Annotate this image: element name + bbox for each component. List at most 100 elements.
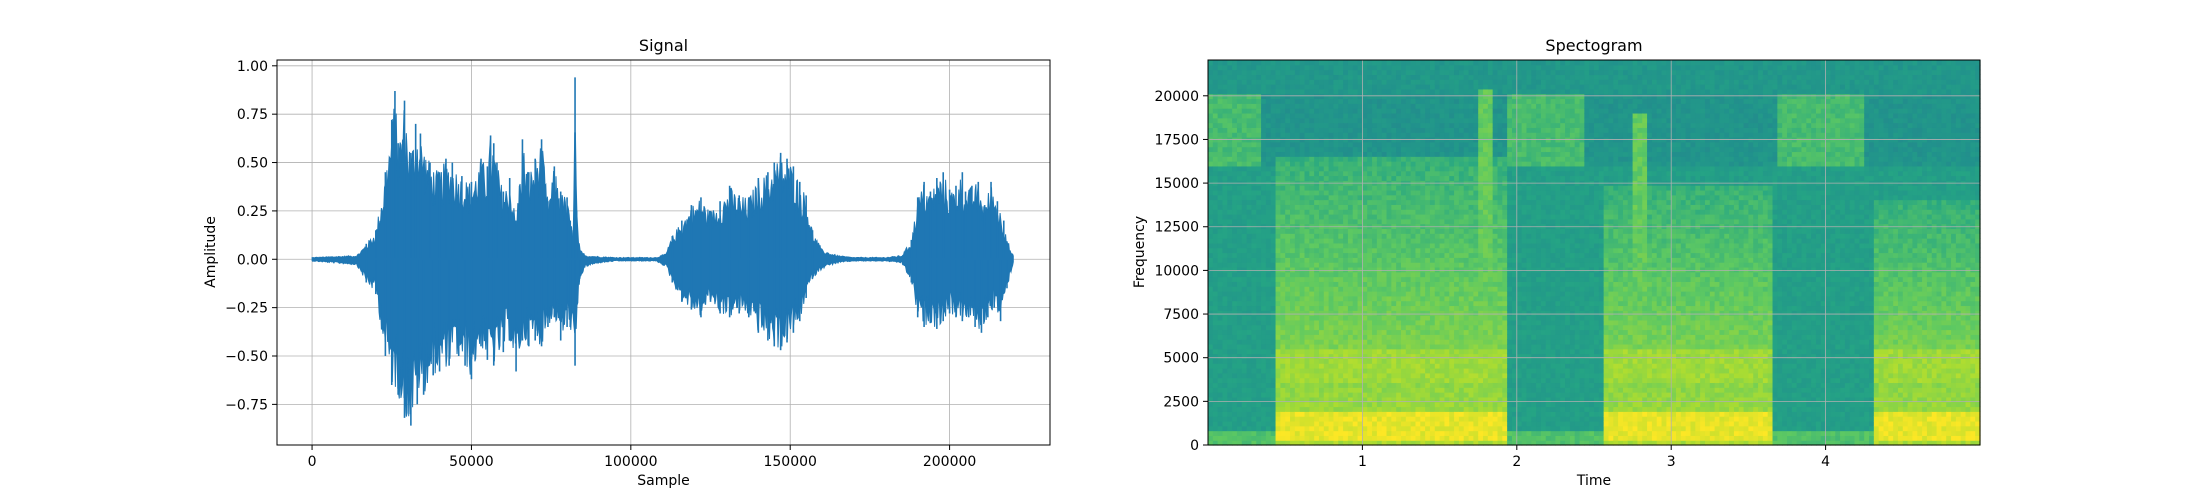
spectrogram-cell [1328,204,1335,210]
spectrogram-cell [1362,170,1368,177]
spectrogram-cell [1275,69,1281,76]
spectrogram-cell [1386,372,1392,379]
spectrogram-cell [1381,238,1388,244]
spectrogram-cell [1401,368,1407,374]
spectrogram-cell [1285,305,1291,311]
spectrogram-cell [1391,112,1397,119]
spectrogram-cell [1401,146,1407,153]
spectrogram-cell [1347,228,1354,234]
spectrogram-cell [1323,170,1330,177]
spectrogram-cell [1333,93,1339,100]
spectrogram-cell [1396,93,1402,100]
spectrogram-cell [1473,382,1479,388]
spectrogram-cell [1338,242,1344,249]
spectrogram-cell [1280,387,1286,393]
spectrogram-cell [1265,382,1272,388]
spectrogram-cell [1483,266,1489,273]
spectrogram-cell [1352,74,1359,80]
spectrogram-cell [1256,286,1262,292]
spectrogram-cell [1434,64,1441,71]
spectrogram-cell [1376,291,1383,297]
spectrogram-cell [1236,64,1243,71]
spectrogram-cell [1492,271,1499,278]
spectrogram-cell [1222,165,1228,172]
spectrogram-cell [1367,247,1373,254]
spectrogram-cell [1454,98,1460,104]
spectrogram-cell [1483,339,1489,345]
spectrogram-cell [1328,358,1335,364]
spectrogram-cell [1401,271,1407,278]
spectrogram-cell [1304,84,1310,90]
spectrogram-cell [1212,363,1219,369]
spectrogram-cell [1405,262,1412,268]
spectrogram-cell [1463,194,1470,201]
spectrogram-cell [1265,74,1272,80]
spectrogram-cell [1217,363,1224,369]
spectrogram-cell [1487,266,1494,273]
spectrogram-cell [1304,406,1310,412]
spectrogram-cell [1256,348,1262,355]
spectrogram-cell [1410,209,1417,215]
spectrogram-cell [1275,132,1281,138]
spectrogram-cell [1362,334,1368,340]
spectrogram-cell [1227,286,1233,292]
spectrogram-cell [1333,401,1339,408]
spectrogram-cell [1232,156,1238,162]
spectrogram-cell [1343,69,1349,76]
spectrogram-cell [1401,377,1407,384]
spectrogram-cell [1227,247,1233,254]
spectrogram-cell [1208,319,1214,326]
spectrogram-cell [1343,214,1349,220]
spectrogram-cell [1222,218,1228,225]
spectrogram-cell [1410,339,1417,345]
spectrogram-cell [1483,103,1489,109]
spectrogram-cell [1208,170,1214,177]
spectrogram-cell [1487,242,1494,249]
spectrogram-cell [1222,271,1228,278]
spectrogram-cell [1280,214,1286,220]
spectrogram-cell [1256,189,1262,196]
spectrogram-cell [1285,281,1291,287]
spectrogram-cell [1357,64,1364,71]
spectrogram-cell [1420,291,1426,297]
spectrogram-cell [1405,334,1412,340]
spectrogram-cell [1251,122,1257,128]
spectrogram-cell [1463,358,1470,364]
spectrogram-cell [1290,411,1296,417]
spectrogram-cell [1318,233,1325,239]
spectrogram-cell [1401,334,1407,340]
spectrogram-cell [1309,165,1315,172]
spectrogram-cell [1396,64,1402,71]
spectrogram-cell [1410,382,1417,388]
spectrogram-cell [1347,79,1354,85]
spectrogram-cell [1458,300,1465,307]
spectrogram-cell [1304,141,1310,148]
spectrogram-cell [1318,214,1325,220]
spectrogram-cell [1338,64,1344,71]
spectrogram-cell [1256,363,1262,369]
spectrogram-cell [1434,257,1441,263]
spectrogram-cell [1468,406,1474,412]
spectrogram-cell [1372,387,1378,393]
spectrogram-cell [1246,411,1253,417]
spectrogram-cell [1381,353,1388,359]
spectrogram-cell [1483,170,1489,177]
spectrogram-cell [1352,372,1359,379]
spectrogram-cell [1401,84,1407,90]
spectrogram-cell [1290,132,1296,138]
spectrogram-cell [1401,387,1407,393]
spectrogram-cell [1290,185,1296,191]
spectrogram-cell [1444,324,1450,331]
spectrogram-cell [1434,276,1441,282]
spectrogram-cell [1439,411,1446,417]
spectrogram-cell [1478,175,1484,181]
spectrogram-cell [1434,425,1441,432]
spectrogram-cell [1444,252,1450,258]
spectrogram-cell [1251,79,1257,85]
spectrogram-cell [1401,214,1407,220]
spectrogram-cell [1367,238,1373,244]
spectrogram-cell [1367,214,1373,220]
spectrogram-cell [1478,411,1484,417]
spectrogram-cell [1434,382,1441,388]
spectrogram-cell [1362,420,1368,427]
